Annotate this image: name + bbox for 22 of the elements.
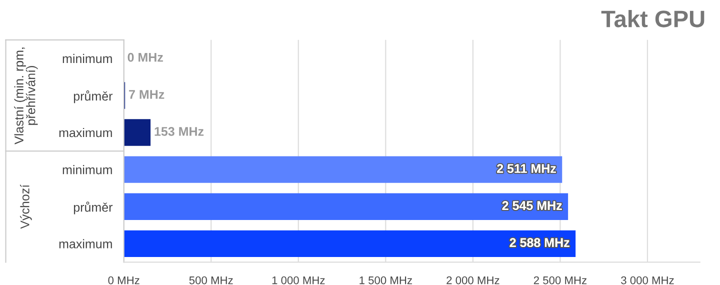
- y-tick-label: minimum: [62, 165, 112, 174]
- x-tick-label: 0 MHz: [108, 276, 140, 284]
- x-tick-label: 500 MHz: [189, 276, 233, 284]
- data-label: 2 511 MHz: [497, 164, 556, 173]
- chart-title: Takt GPU: [601, 10, 704, 28]
- data-label: 153 MHz: [154, 127, 204, 136]
- x-tick-label: 2 500 MHz: [534, 276, 587, 284]
- y-tick-label: průměr: [74, 90, 113, 104]
- x-tick-label: 1 500 MHz: [360, 276, 412, 284]
- text: Vlastní (min. rpm, přehřívání): [14, 48, 38, 144]
- data-label: 7 MHz: [129, 90, 164, 99]
- data-label: 2 588 MHz: [510, 238, 570, 248]
- x-tick-label: 3 000 MHz: [621, 276, 674, 284]
- y-tick-label: průměr: [74, 202, 113, 214]
- data-label: 0 MHz: [128, 52, 163, 62]
- text: Výchozí: [20, 184, 32, 229]
- x-tick-label: 1 000 MHz: [272, 276, 325, 284]
- x-tick-label: 2 000 MHz: [446, 276, 500, 284]
- y-tick-label: maximum: [59, 128, 112, 138]
- data-label: 2 545 MHz: [502, 201, 562, 210]
- y-tick-label: minimum: [62, 54, 112, 64]
- y-tick-label: maximum: [59, 239, 112, 248]
